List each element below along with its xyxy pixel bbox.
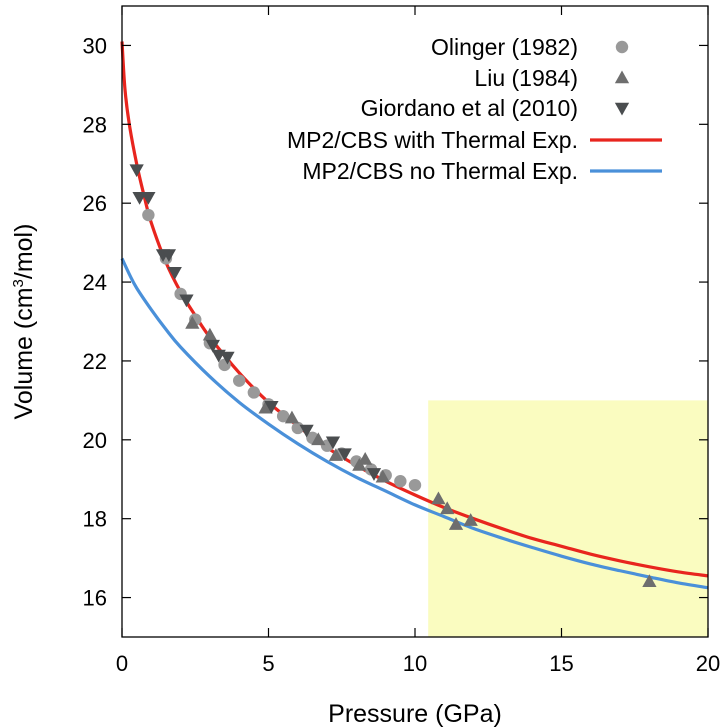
x-tick-label: 5 — [262, 651, 274, 676]
data-point-triangle-up — [258, 400, 273, 414]
y-tick-label: 16 — [83, 586, 107, 611]
data-point-triangle-down — [161, 249, 177, 262]
x-tick-label: 0 — [116, 651, 128, 676]
legend-label: Liu (1984) — [474, 65, 578, 91]
data-point-triangle-down — [179, 294, 194, 308]
x-tick-label: 15 — [549, 651, 573, 676]
data-point-triangle-up — [463, 513, 478, 526]
data-point-triangle-up — [431, 491, 446, 505]
legend: Olinger (1982) Liu (1984) Giordano et al (… — [287, 34, 662, 184]
data-point-triangle-up — [284, 410, 300, 424]
data-point-layer — [129, 164, 657, 588]
y-axis-title: Volume (cm3/mol) — [10, 224, 38, 420]
data-point-triangle-down — [220, 351, 235, 365]
y-axis-title-units: /mol) — [10, 224, 38, 280]
data-point-triangle-down — [129, 164, 144, 178]
y-tick-label: 24 — [83, 270, 107, 295]
data-point-triangle-up — [642, 574, 657, 588]
data-point-circle — [142, 208, 155, 222]
data-point-triangle-up — [311, 432, 326, 446]
data-point-triangle-down — [366, 468, 382, 481]
data-point-triangle-down — [264, 401, 279, 414]
data-point-triangle-down — [167, 266, 182, 280]
x-tick-label: 10 — [403, 651, 427, 676]
legend-marker-triangle-down — [614, 102, 630, 116]
data-point-triangle-up — [328, 448, 344, 461]
legend-marker-circle — [615, 40, 629, 54]
data-point-triangle-up — [202, 327, 218, 341]
data-point-circle — [247, 386, 261, 399]
legend-label: MP2/CBS with Thermal Exp. — [287, 127, 578, 153]
data-point-triangle-down — [141, 192, 156, 205]
data-point-triangle-down — [337, 448, 352, 462]
data-point-triangle-down — [205, 339, 220, 353]
x-tick-label: 20 — [696, 651, 720, 676]
legend-marker-triangle-up — [614, 70, 630, 84]
data-point-triangle-down — [299, 424, 314, 438]
legend-label: MP2/CBS no Thermal Exp. — [302, 158, 578, 184]
data-point-triangle-up — [448, 517, 464, 530]
x-axis-title: Pressure (GPa) — [328, 700, 502, 728]
y-tick-label: 28 — [83, 112, 107, 137]
data-point-circle — [394, 475, 407, 488]
data-point-triangle-down — [325, 436, 341, 450]
y-axis-title-main: Volume (cm — [10, 287, 38, 419]
y-tick-label: 20 — [83, 428, 107, 453]
y-axis-title-superscript: 3 — [10, 279, 27, 287]
data-point-triangle-up — [375, 469, 390, 483]
legend-label: Olinger (1982) — [431, 34, 578, 60]
data-point-triangle-up — [440, 501, 455, 515]
y-tick-label: 22 — [83, 349, 107, 374]
y-tick-label: 18 — [83, 507, 107, 532]
data-point-circle — [408, 478, 422, 492]
series-line-no-thermal — [120, 257, 709, 590]
axes-layer: 0 5 10 15 20 16 18 20 22 24 26 28 30 — [83, 5, 720, 676]
data-point-circle — [233, 374, 246, 387]
y-tick-label: 26 — [83, 191, 107, 216]
y-tick-label: 30 — [83, 33, 107, 58]
legend-label: Giordano et al (2010) — [361, 95, 578, 121]
data-point-triangle-up — [358, 452, 373, 465]
data-point-circle — [276, 409, 290, 423]
data-point-triangle-up — [185, 315, 200, 329]
